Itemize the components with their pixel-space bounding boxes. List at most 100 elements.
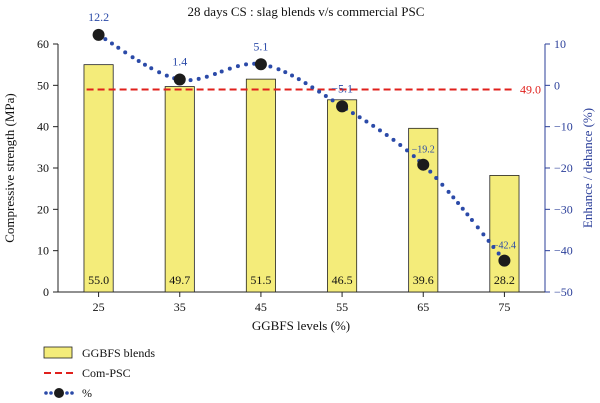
enhance-line-dot <box>371 123 376 128</box>
x-tick-label: 25 <box>93 300 105 314</box>
enhance-line-dot <box>440 182 445 187</box>
enhance-line-dot <box>290 73 295 78</box>
enhance-point <box>92 28 105 41</box>
enhance-value-label: −42.4 <box>493 241 516 252</box>
y2-tick-label: −10 <box>554 120 573 134</box>
enhance-value-label: 1.4 <box>172 55 187 69</box>
enhance-point <box>336 100 349 113</box>
y-tick-label: 20 <box>37 202 49 216</box>
enhance-line-dot <box>496 251 501 256</box>
reference-line-series: 49.0 <box>86 82 541 96</box>
bar-value-label: 39.6 <box>413 273 434 287</box>
enhance-line-dot <box>460 206 465 211</box>
enhance-line-dot <box>136 59 141 64</box>
y2-tick-label: −40 <box>554 244 573 258</box>
bar-series <box>83 64 520 293</box>
legend-swatch-dot-4 <box>70 391 74 395</box>
enhance-line-dot <box>364 119 369 124</box>
enhance-line-dot <box>384 133 389 138</box>
enhance-line-dot <box>491 244 496 249</box>
bar-value-label: 46.5 <box>332 273 353 287</box>
enhance-line-dot <box>405 148 410 153</box>
enhance-point <box>417 158 430 171</box>
y-tick-label: 0 <box>43 285 49 299</box>
bar-value-label: 55.0 <box>88 273 109 287</box>
enhance-line-dot <box>310 85 315 90</box>
legend-swatch-marker <box>54 388 64 398</box>
enhance-value-label: −19.2 <box>412 145 435 156</box>
enhance-point <box>173 73 186 86</box>
legend-label-bars: GGBFS blends <box>82 346 155 360</box>
enhance-line-dot <box>116 45 121 50</box>
y-tick-label: 50 <box>37 78 49 92</box>
y-tick-label: 60 <box>37 37 49 51</box>
enhance-value-label: 12.2 <box>88 10 109 24</box>
bar <box>489 175 520 293</box>
x-tick-label: 55 <box>336 300 348 314</box>
y2-tick-label: 0 <box>554 78 560 92</box>
plot-area <box>57 44 546 293</box>
enhance-line-dot <box>283 70 288 75</box>
enhance-line-dot <box>109 41 114 46</box>
enhance-line-dot <box>130 55 135 60</box>
enhance-series: 12.2 1.4 5.1 −5.1 −19.2 −42.4 <box>88 10 516 267</box>
bar <box>327 99 358 293</box>
chart-title: 28 days CS : slag blends v/s commercial … <box>188 4 425 19</box>
enhance-value-label: 5.1 <box>253 39 268 53</box>
enhance-line-dot <box>142 62 147 67</box>
y2-tick-label: −30 <box>554 202 573 216</box>
bar-value-labels: 55.0 49.7 51.5 46.5 39.6 28.2 <box>88 273 515 287</box>
legend-swatch-dot-1 <box>44 391 48 395</box>
enhance-line-dot <box>227 66 232 71</box>
enhance-line-dot <box>235 64 240 69</box>
enhance-line-dot <box>330 98 335 103</box>
enhance-line-dot <box>377 128 382 133</box>
enhance-line-dot <box>398 142 403 147</box>
bar <box>245 78 276 293</box>
right-axis-ticks: 10 0 −10 −20 −30 −40 −50 <box>545 37 573 299</box>
y-tick-label: 40 <box>37 120 49 134</box>
x-axis-ticks: 25 35 45 55 65 75 <box>93 292 510 314</box>
enhance-point <box>498 254 511 267</box>
enhance-line-dot <box>451 195 456 200</box>
enhance-line-dot <box>196 76 201 81</box>
legend-swatch-dot-3 <box>65 391 69 395</box>
enhance-point <box>254 58 267 71</box>
enhance-line-dot <box>149 66 154 71</box>
enhance-line-dot <box>475 225 480 230</box>
enhance-line-dot <box>481 232 486 237</box>
legend-label-reference: Com-PSC <box>82 366 131 380</box>
x-axis-label: GGBFS levels (%) <box>252 318 350 333</box>
enhance-line-dot <box>469 218 474 223</box>
enhance-line-dot <box>188 78 193 83</box>
enhance-line-dot <box>212 72 217 77</box>
x-tick-label: 45 <box>255 300 267 314</box>
bar <box>164 86 195 293</box>
legend: GGBFS blends Com-PSC % <box>43 346 155 400</box>
y-axis-label: Compressive strength (MPa) <box>2 93 17 242</box>
bar-value-label: 51.5 <box>250 273 271 287</box>
bar <box>83 64 114 293</box>
x-tick-label: 75 <box>498 300 510 314</box>
legend-swatch-dot-2 <box>49 391 53 395</box>
enhance-line-dot <box>434 175 439 180</box>
y2-tick-label: 10 <box>554 37 566 51</box>
legend-swatch-bars <box>43 346 73 359</box>
reference-line-label: 49.0 <box>520 82 541 96</box>
enhance-line-dot <box>244 62 249 67</box>
right-axis-label: Enhance / dehance (%) <box>580 108 595 228</box>
enhance-line-dot <box>296 77 301 82</box>
enhance-line-dot <box>276 67 281 72</box>
enhance-line-dot <box>357 115 362 120</box>
enhance-line-dot <box>428 169 433 174</box>
enhance-line-dot <box>350 111 355 116</box>
enhance-line-dot <box>157 70 162 75</box>
enhance-line-dot <box>465 212 470 217</box>
bar-value-label: 49.7 <box>169 273 190 287</box>
y2-tick-label: −50 <box>554 285 573 299</box>
x-tick-label: 35 <box>174 300 186 314</box>
y-tick-label: 30 <box>37 161 49 175</box>
enhance-line-dot <box>123 50 128 55</box>
left-axis-ticks: 0 10 20 30 40 50 60 <box>37 37 58 299</box>
